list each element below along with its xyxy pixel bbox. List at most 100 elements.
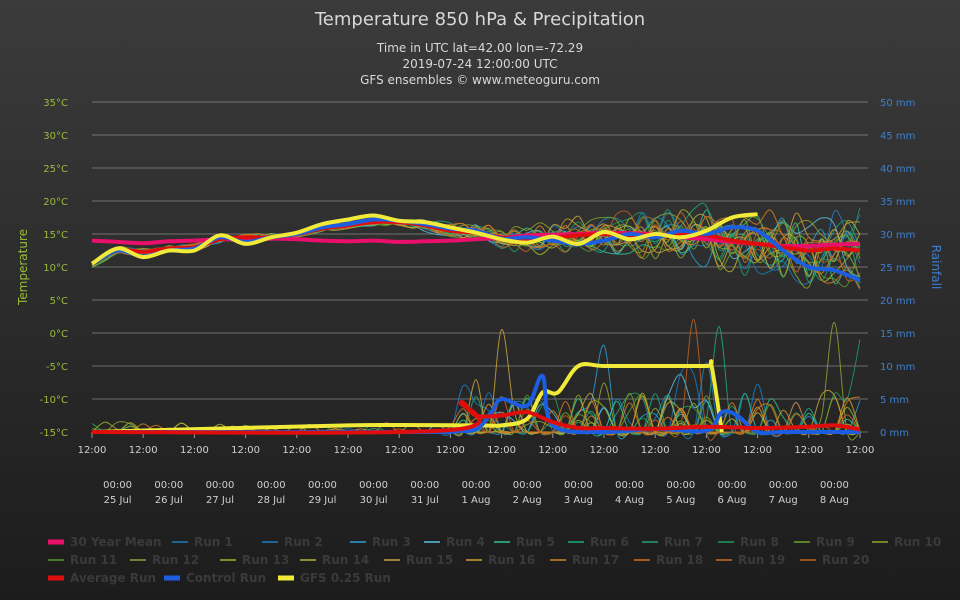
legend-label: Run 7 xyxy=(664,535,703,549)
legend-label: Average Run xyxy=(70,571,156,585)
legend: 30 Year Mean Run 1 Run 2 Run 3 Run 4 Run 5 Run… xyxy=(48,535,941,585)
chart-subtitle-1: Time in UTC lat=42.00 lon=-72.29 xyxy=(376,41,583,55)
legend-item: Run 3 xyxy=(350,535,411,549)
legend-item: Run 6 xyxy=(568,535,629,549)
legend-label: Run 8 xyxy=(740,535,779,549)
x-tick-date: 28 Jul xyxy=(257,495,285,506)
legend-item: Run 20 xyxy=(800,553,869,567)
y-tick-left: 0°C xyxy=(50,329,68,340)
legend-item: GFS 0.25 Run xyxy=(278,571,391,585)
y-tick-right: 5 mm xyxy=(880,395,909,406)
legend-label: 30 Year Mean xyxy=(70,535,162,549)
x-tick-date: 5 Aug xyxy=(666,495,695,506)
legend-item: Run 13 xyxy=(220,553,289,567)
x-tick-midnight: 00:00 xyxy=(308,480,337,491)
x-tick-time: 12:00 xyxy=(794,445,823,456)
legend-item: Run 11 xyxy=(48,553,117,567)
legend-item: Run 15 xyxy=(384,553,453,567)
legend-label: Run 14 xyxy=(322,553,369,567)
legend-item: Run 2 xyxy=(262,535,323,549)
x-tick-midnight: 00:00 xyxy=(103,480,132,491)
x-tick-midnight: 00:00 xyxy=(564,480,593,491)
legend-label: Run 11 xyxy=(70,553,117,567)
x-tick-date: 7 Aug xyxy=(769,495,798,506)
legend-label: Run 16 xyxy=(488,553,535,567)
y-tick-left: 5°C xyxy=(50,296,68,307)
y-axis-right: 50 mm 45 mm 40 mm 35 mm 30 mm 25 mm 20 mm 15 mm… xyxy=(880,98,915,439)
y-tick-right: 30 mm xyxy=(880,230,915,241)
y-tick-left: 30°C xyxy=(43,131,68,142)
x-tick-date: 27 Jul xyxy=(206,495,234,506)
y-tick-right: 20 mm xyxy=(880,296,915,307)
legend-label: Run 1 xyxy=(194,535,233,549)
legend-item: Run 8 xyxy=(718,535,779,549)
x-tick-time: 12:00 xyxy=(334,445,363,456)
chart-subtitle-3: GFS ensembles © www.meteoguru.com xyxy=(360,73,600,87)
y-tick-right: 10 mm xyxy=(880,362,915,373)
x-tick-midnight: 00:00 xyxy=(359,480,388,491)
legend-label: Run 12 xyxy=(152,553,199,567)
x-tick-midnight: 00:00 xyxy=(820,480,849,491)
x-tick-time: 12:00 xyxy=(231,445,260,456)
legend-label: Run 13 xyxy=(242,553,289,567)
y-tick-right: 0 mm xyxy=(880,428,909,439)
legend-item: Run 4 xyxy=(424,535,485,549)
y-tick-left: 15°C xyxy=(43,230,68,241)
rain-line-average-run xyxy=(91,400,861,435)
legend-label: Run 20 xyxy=(822,553,869,567)
x-tick-time: 12:00 xyxy=(743,445,772,456)
x-tick-midnight: 00:00 xyxy=(154,480,183,491)
x-tick-date: 2 Aug xyxy=(513,495,542,506)
x-tick-date: 8 Aug xyxy=(820,495,849,506)
temp-line-gfs-0-25-run xyxy=(90,212,758,266)
x-tick-time: 12:00 xyxy=(385,445,414,456)
x-tick-time: 12:00 xyxy=(282,445,311,456)
legend-label: Run 2 xyxy=(284,535,323,549)
legend-item: Run 16 xyxy=(466,553,535,567)
legend-label: Run 18 xyxy=(656,553,703,567)
legend-item: Control Run xyxy=(164,571,266,585)
y-axis-left-label: Temperature xyxy=(16,229,30,306)
legend-label: Run 4 xyxy=(446,535,485,549)
y-axis-left: 35°C 30°C 25°C 20°C 15°C 10°C 5°C 0°C -5°C -10°C -… xyxy=(40,98,68,439)
rain-line-gfs-0-25-run xyxy=(91,359,724,434)
legend-label: Run 3 xyxy=(372,535,411,549)
y-tick-left: 35°C xyxy=(43,98,68,109)
x-tick-midnight: 00:00 xyxy=(718,480,747,491)
y-tick-left: 25°C xyxy=(43,164,68,175)
x-tick-date: 25 Jul xyxy=(104,495,132,506)
y-tick-left: 20°C xyxy=(43,197,68,208)
x-tick-time: 12:00 xyxy=(180,445,209,456)
legend-item: Average Run xyxy=(48,571,156,585)
gridlines xyxy=(92,101,868,433)
x-tick-midnight: 00:00 xyxy=(615,480,644,491)
legend-label: Run 15 xyxy=(406,553,453,567)
y-tick-right: 25 mm xyxy=(880,263,915,274)
x-tick-date: 3 Aug xyxy=(564,495,593,506)
legend-label: Control Run xyxy=(186,571,266,585)
x-axis: 12:00 12:00 12:00 12:00 12:00 12:00 12:00 12:00… xyxy=(78,432,874,506)
y-tick-left: -15°C xyxy=(40,428,68,439)
y-tick-right: 40 mm xyxy=(880,164,915,175)
x-tick-time: 12:00 xyxy=(641,445,670,456)
x-tick-time: 12:00 xyxy=(487,445,516,456)
legend-item: Run 17 xyxy=(550,553,619,567)
y-axis-right-label: Rainfall xyxy=(929,245,943,290)
temp-line-control-run xyxy=(91,217,861,283)
legend-label: GFS 0.25 Run xyxy=(300,571,391,585)
y-tick-right: 45 mm xyxy=(880,131,915,142)
x-tick-date: 6 Aug xyxy=(717,495,746,506)
y-tick-left: 10°C xyxy=(43,263,68,274)
x-tick-midnight: 00:00 xyxy=(206,480,235,491)
x-tick-midnight: 00:00 xyxy=(666,480,695,491)
x-tick-date: 4 Aug xyxy=(615,495,644,506)
x-tick-time: 12:00 xyxy=(129,445,158,456)
legend-item: Run 7 xyxy=(642,535,703,549)
legend-item: Run 10 xyxy=(872,535,941,549)
x-tick-date: 26 Jul xyxy=(155,495,183,506)
legend-item: Run 18 xyxy=(634,553,703,567)
legend-label: Run 17 xyxy=(572,553,619,567)
x-tick-date: 29 Jul xyxy=(308,495,336,506)
x-tick-date: 31 Jul xyxy=(411,495,439,506)
